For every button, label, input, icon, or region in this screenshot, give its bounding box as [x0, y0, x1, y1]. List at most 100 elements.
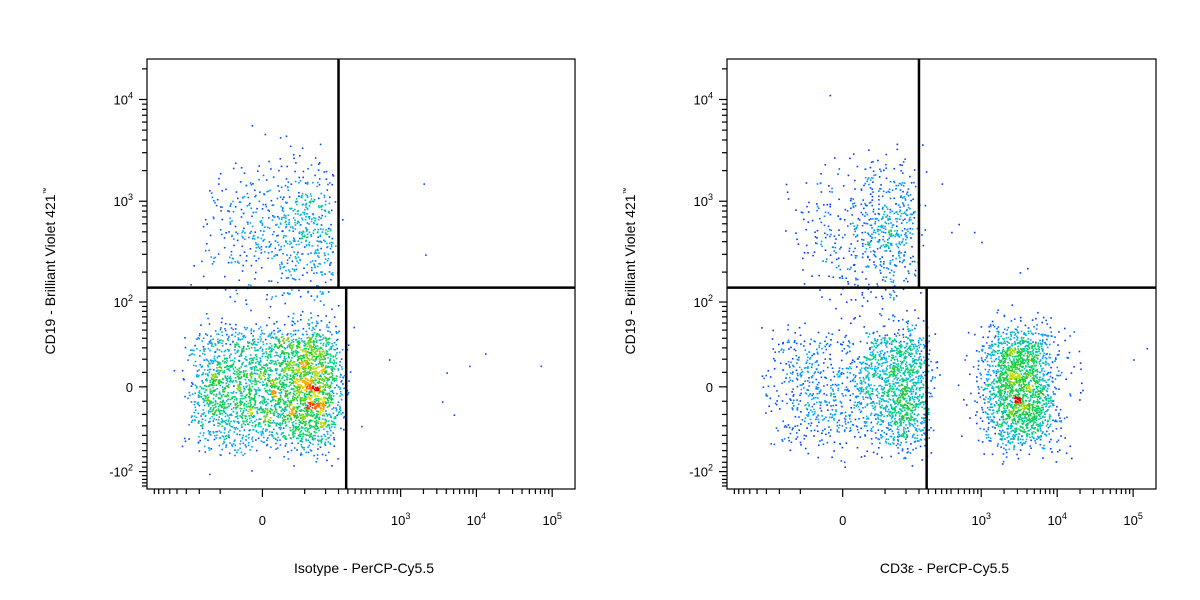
- event-dot: [209, 362, 211, 365]
- event-dot: [282, 359, 284, 362]
- event-dot: [221, 435, 224, 437]
- event-dot: [247, 423, 250, 426]
- event-dot: [324, 203, 327, 206]
- event-dot: [310, 358, 313, 361]
- event-dot: [295, 243, 298, 246]
- event-dot: [250, 264, 253, 267]
- event-dot: [767, 385, 770, 388]
- event-dot: [324, 354, 326, 357]
- event-dot: [247, 284, 250, 286]
- event-dot: [835, 307, 837, 310]
- event-dot: [787, 328, 789, 331]
- event-dot: [289, 145, 292, 148]
- event-dot: [306, 233, 309, 236]
- event-dot: [328, 196, 331, 199]
- event-dot: [194, 344, 196, 347]
- event-dot: [789, 398, 791, 400]
- event-dot: [309, 414, 312, 417]
- event-dot: [869, 235, 872, 237]
- event-dot: [282, 210, 285, 213]
- event-dot: [1049, 371, 1052, 374]
- event-dot: [878, 176, 881, 178]
- event-dot: [309, 449, 312, 451]
- event-dot: [204, 451, 207, 453]
- event-dot: [325, 410, 327, 412]
- event-dot: [333, 378, 336, 381]
- event-dot: [324, 254, 326, 257]
- event-dot: [266, 367, 269, 369]
- event-dot: [272, 385, 274, 388]
- event-dot: [323, 352, 326, 354]
- event-dot: [324, 393, 327, 395]
- event-dot: [271, 204, 274, 207]
- event-dot: [295, 200, 297, 203]
- event-dot: [245, 303, 248, 305]
- event-dot: [306, 183, 309, 185]
- event-dot: [310, 389, 312, 391]
- event-dot: [889, 208, 892, 211]
- event-dot: [776, 390, 778, 392]
- event-dot: [788, 348, 790, 350]
- event-dot: [330, 426, 333, 428]
- event-dot: [1005, 333, 1008, 335]
- event-dot: [238, 201, 241, 204]
- event-dot: [247, 221, 249, 224]
- event-dot: [287, 333, 289, 335]
- event-dot: [839, 218, 842, 220]
- event-dot: [332, 412, 335, 415]
- event-dot: [319, 290, 322, 293]
- event-dot: [302, 349, 304, 351]
- event-dot: [198, 374, 200, 377]
- event-dot: [280, 277, 283, 279]
- event-dot: [335, 245, 337, 247]
- event-dot: [819, 440, 821, 442]
- event-dot: [795, 232, 797, 234]
- event-dot: [306, 333, 308, 336]
- event-dot: [208, 371, 211, 373]
- event-dot: [294, 329, 297, 332]
- event-dot: [339, 395, 341, 397]
- event-dot: [220, 394, 223, 397]
- event-dot: [227, 210, 229, 212]
- event-dot: [281, 209, 284, 212]
- event-dot: [807, 389, 810, 391]
- event-dot: [253, 367, 256, 370]
- event-dot: [899, 189, 902, 191]
- event-dot: [259, 230, 262, 232]
- event-dot: [247, 379, 250, 381]
- event-dot: [200, 387, 203, 389]
- event-dot: [236, 342, 238, 344]
- event-dot: [257, 369, 260, 372]
- event-dot: [867, 288, 870, 290]
- event-dot: [276, 197, 279, 200]
- event-dot: [311, 363, 314, 365]
- event-dot: [328, 342, 331, 344]
- event-dot: [872, 250, 875, 252]
- event-dot: [274, 404, 277, 407]
- event-dot: [224, 328, 226, 330]
- event-dot: [306, 387, 308, 390]
- event-dot: [245, 348, 248, 350]
- event-dot: [331, 408, 333, 410]
- event-dot: [243, 407, 246, 410]
- event-dot: [309, 352, 312, 355]
- event-dot: [872, 160, 874, 163]
- event-dot: [225, 188, 227, 191]
- event-dot: [243, 402, 246, 405]
- event-dot: [313, 272, 315, 275]
- event-dot: [271, 345, 273, 347]
- event-dot: [292, 217, 295, 219]
- event-dot: [229, 375, 232, 378]
- event-dot: [832, 276, 835, 278]
- event-dot: [312, 232, 315, 234]
- event-dot: [265, 385, 268, 387]
- event-dot: [247, 442, 250, 444]
- event-dot: [202, 409, 204, 411]
- event-dot: [329, 353, 332, 355]
- event-dot: [291, 412, 294, 415]
- event-dot: [845, 367, 848, 370]
- event-dot: [336, 414, 338, 417]
- event-dot: [228, 368, 230, 370]
- event-dot: [314, 389, 317, 392]
- event-dot: [308, 383, 310, 385]
